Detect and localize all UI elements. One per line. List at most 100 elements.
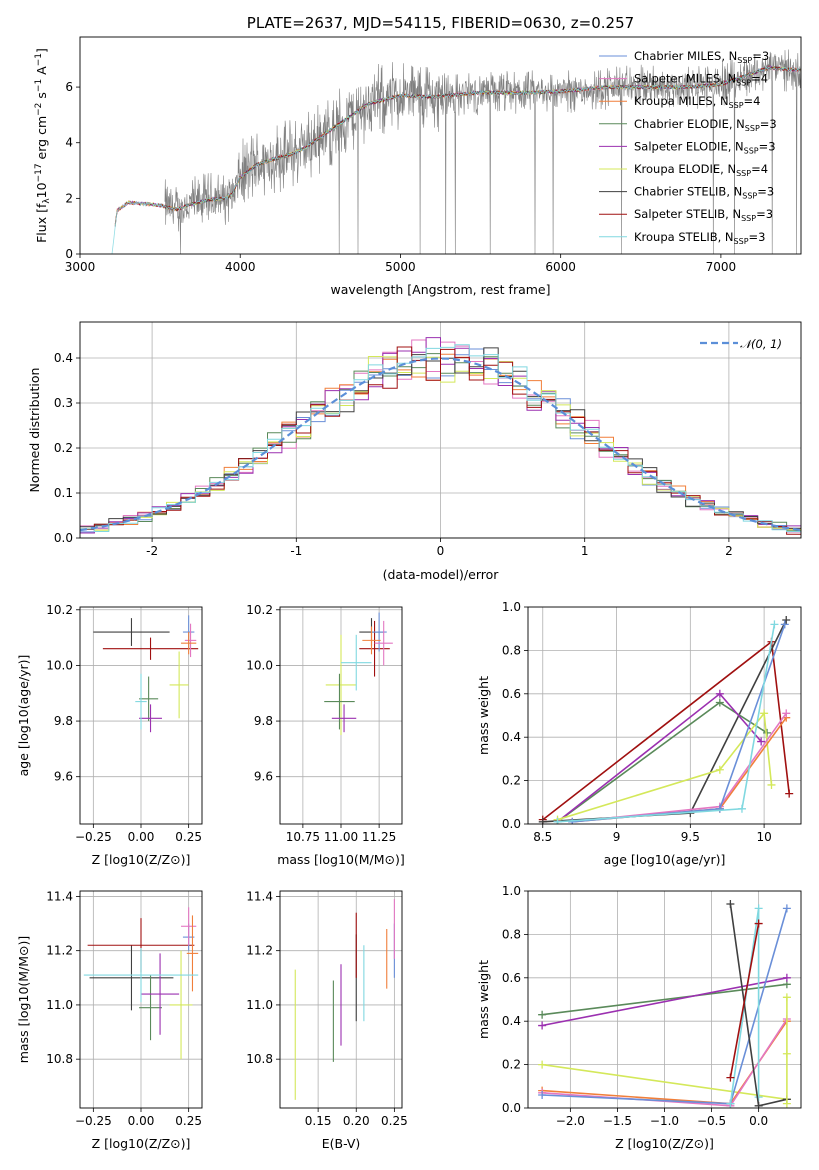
error-bar-point — [184, 623, 197, 658]
x-tick-label: 10 — [756, 830, 771, 844]
weight-series — [553, 698, 772, 824]
weight-series — [782, 993, 791, 1108]
y-tick-label: 0 — [65, 247, 73, 261]
error-bar-point — [83, 947, 199, 1003]
y-tick-label: 10.0 — [246, 658, 273, 672]
error-bar-point — [139, 704, 162, 733]
y-tick-label: 1.0 — [502, 884, 521, 898]
y-axis-label: mass weight — [476, 676, 491, 755]
x-tick-label: 2 — [725, 544, 733, 558]
error-bar-point — [181, 907, 197, 946]
x-tick-label: −0.5 — [697, 1114, 726, 1128]
y-tick-label: 0.0 — [502, 817, 521, 831]
y-tick-label: 9.8 — [254, 714, 273, 728]
x-tick-label: 6000 — [545, 260, 576, 274]
y-tick-label: 2 — [65, 191, 73, 205]
mass-vs-extinction-chart: 0.15 0.20 0.25 10.8 11.0 11.2 11.4 E(B-V) — [246, 889, 407, 1151]
plot-area — [280, 891, 402, 1108]
spectrum-chart: 3000 4000 5000 6000 7000 0 2 4 6 PLATE=2637, MJD=… — [34, 14, 802, 297]
weight-line — [557, 711, 773, 821]
y-tick-label: 11.2 — [246, 944, 273, 958]
y-tick-label: 10.2 — [246, 603, 273, 617]
x-axis-label: Z [log10(Z/Z⊙)] — [615, 1136, 714, 1151]
error-bar-point — [102, 637, 199, 660]
y-tick-label: 0.1 — [54, 486, 73, 500]
y-tick-label: 11.0 — [46, 998, 73, 1012]
weight-marker — [782, 709, 791, 718]
x-tick-label: 10.75 — [286, 830, 320, 844]
weight-marker — [770, 620, 779, 629]
error-bar-point — [139, 676, 159, 722]
x-axis-label: Z [log10(Z/Z⊙)] — [92, 1136, 191, 1151]
y-tick-label: 4 — [65, 136, 73, 150]
age-vs-metallicity-chart: −0.25 0.00 0.25 9.6 9.8 10.0 10.2 Z [log10(Z/Z⊙… — [16, 603, 203, 867]
x-tick-label: −2.0 — [556, 1114, 585, 1128]
weight-marker — [553, 817, 562, 824]
plot-area — [80, 322, 801, 538]
weight-marker — [785, 789, 794, 798]
error-bar-point — [324, 673, 355, 730]
error-bar-point — [89, 945, 174, 1011]
x-tick-label: 0.25 — [175, 1114, 202, 1128]
weight-marker — [726, 1073, 735, 1082]
weight-series — [726, 919, 763, 1082]
weight-marker — [780, 620, 789, 629]
weight-marker — [726, 1099, 735, 1108]
weight-series — [553, 689, 766, 824]
axes-frame — [279, 606, 403, 825]
mass-weight-vs-metallicity-chart: −2.0 −1.5 −1.0 −0.5 0.0 0.0 0.2 0.4 0.6 0.8 1.0 Z [… — [476, 884, 802, 1151]
y-tick-label: 6 — [65, 80, 73, 94]
plot-area — [80, 891, 202, 1108]
x-tick-label: −0.25 — [75, 830, 112, 844]
weight-marker — [568, 817, 577, 824]
observed-spectrum — [164, 49, 801, 254]
y-tick-label: 0.4 — [502, 1014, 521, 1028]
y-tick-label: 10.0 — [46, 658, 73, 672]
error-bar-point — [374, 620, 393, 666]
chart-title: PLATE=2637, MJD=54115, FIBERID=0630, z=0… — [247, 14, 634, 32]
error-bar-point — [93, 618, 170, 646]
error-bar-point — [325, 634, 357, 735]
weight-series — [553, 620, 779, 824]
x-tick-label: 1 — [581, 544, 589, 558]
y-tick-label: 0.6 — [502, 971, 521, 985]
x-tick-label: 0.15 — [305, 1114, 332, 1128]
weight-marker — [754, 1101, 763, 1108]
weight-marker — [782, 1099, 791, 1108]
y-axis-label: mass weight — [476, 960, 491, 1039]
weight-series — [568, 713, 791, 824]
weight-marker — [782, 904, 791, 913]
x-tick-label: −1.0 — [650, 1114, 679, 1128]
model-spectrum — [111, 66, 801, 254]
y-axis-label: mass [log10(M/M⊙)] — [16, 936, 31, 1064]
y-tick-label: 0.2 — [502, 1058, 521, 1072]
plot-area — [80, 607, 202, 824]
x-tick-label: 8.5 — [533, 830, 552, 844]
y-tick-label: 0.0 — [502, 1101, 521, 1115]
x-axis-label: Z [log10(Z/Z⊙)] — [92, 852, 191, 867]
age-vs-mass-chart: 10.75 11.00 11.25 9.6 9.8 10.0 10.2 mass [log10… — [246, 603, 405, 867]
x-tick-label: -1 — [290, 544, 302, 558]
legend-label: Salpeter ELODIE, NSSP=3 — [634, 139, 776, 155]
error-bar-point — [169, 950, 193, 1060]
weight-series — [538, 973, 791, 1030]
normal-curve — [80, 357, 801, 532]
weight-line — [541, 1063, 788, 1101]
x-axis-label: age [log10(age/yr)] — [604, 852, 726, 867]
x-tick-label: 7000 — [706, 260, 737, 274]
x-tick-label: 3000 — [65, 260, 96, 274]
plot-area — [528, 891, 801, 1108]
legend-label: 𝒩(0, 1) — [740, 337, 782, 351]
y-tick-label: 0.4 — [54, 351, 73, 365]
weight-line — [541, 977, 788, 1027]
error-bar-point — [181, 632, 197, 655]
legend-label: Kroupa ELODIE, NSSP=4 — [634, 162, 768, 178]
axes-frame — [79, 890, 203, 1109]
weight-marker — [754, 1093, 763, 1102]
axes-frame — [527, 890, 802, 1109]
x-axis-label: wavelength [Angstrom, rest frame] — [330, 282, 550, 297]
residual-histogram: -2 -1 0 1 2 0.0 0.1 0.2 0.3 0.4 (data-model)/error… — [27, 321, 802, 582]
error-bar-point — [141, 953, 180, 1035]
y-axis-label: Flux [fλ10−17 erg cm−2 s−1 A−1] — [34, 48, 52, 243]
